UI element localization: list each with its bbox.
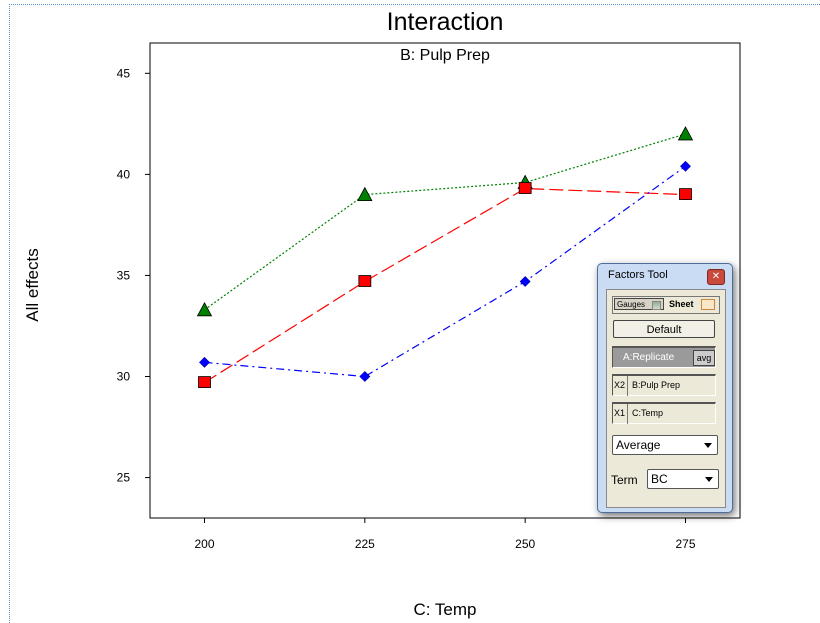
series-line-1 (204, 133, 686, 311)
frame-top-border (9, 4, 820, 5)
series-line-3 (204, 165, 686, 378)
chevron-down-icon (705, 477, 713, 482)
x-tick-label: 275 (675, 537, 695, 551)
x-axis-label: C: Temp (413, 600, 477, 619)
data-point (677, 126, 694, 141)
x2-factor-row[interactable]: X2 B:Pulp Prep (612, 374, 716, 396)
tab-gauges-label: Gauges (617, 300, 646, 309)
data-point (196, 301, 213, 317)
data-point (679, 188, 692, 200)
y-tick-label: 35 (117, 268, 131, 282)
x-tick-label: 200 (194, 537, 214, 551)
data-point (198, 376, 211, 388)
factors-tool-title: Factors Tool (608, 269, 668, 281)
x1-factor-row[interactable]: X1 C:Temp (612, 402, 716, 424)
data-point (357, 186, 373, 201)
replicate-factor-row[interactable]: A:Replicate avg (612, 346, 716, 368)
x2-key: X2 (614, 380, 626, 390)
x-tick-label: 250 (515, 537, 535, 551)
close-icon[interactable]: ✕ (707, 269, 725, 285)
average-select-value: Average (616, 438, 661, 452)
y-tick-label: 40 (117, 167, 131, 181)
replicate-value[interactable]: avg (693, 350, 715, 366)
term-select[interactable]: BC (647, 469, 719, 489)
sheet-icon (701, 299, 715, 310)
chart-title: Interaction (386, 8, 504, 36)
term-select-value: BC (651, 472, 668, 486)
data-point (680, 160, 691, 172)
chevron-down-icon (704, 443, 712, 448)
x-tick-label: 225 (355, 537, 375, 551)
tab-sheet[interactable]: Sheet (667, 298, 717, 310)
y-tick-label: 25 (117, 471, 131, 485)
y-tick-label: 45 (117, 66, 131, 80)
x1-key: X1 (614, 408, 626, 418)
data-point (359, 371, 371, 382)
factors-tool-window[interactable]: Factors Tool ✕ Gauges Sheet Default A:Re… (597, 263, 733, 513)
default-button[interactable]: Default (613, 320, 715, 338)
data-point (518, 182, 532, 194)
data-point (519, 276, 531, 287)
data-point (358, 275, 372, 287)
view-tabs: Gauges Sheet (612, 296, 720, 314)
term-label: Term (611, 473, 638, 487)
gauges-icon (652, 301, 661, 310)
factors-tool-panel: Gauges Sheet Default A:Replicate avg X2 … (606, 289, 726, 508)
average-select[interactable]: Average (612, 435, 718, 455)
tab-sheet-label: Sheet (669, 299, 694, 309)
row-divider (627, 404, 628, 424)
x1-factor-label: C:Temp (632, 408, 664, 418)
plot-area (149, 42, 741, 519)
replicate-label: A:Replicate (623, 352, 675, 363)
tab-gauges[interactable]: Gauges (614, 298, 664, 310)
chart-subtitle: B: Pulp Prep (400, 47, 490, 64)
row-divider (627, 376, 628, 396)
data-point (199, 356, 210, 368)
frame-left-border (9, 4, 10, 623)
x2-factor-label: B:Pulp Prep (632, 380, 681, 390)
y-tick-label: 30 (117, 370, 131, 384)
